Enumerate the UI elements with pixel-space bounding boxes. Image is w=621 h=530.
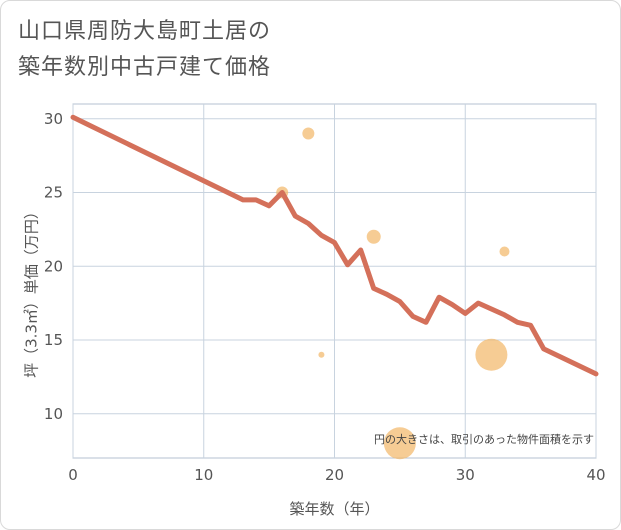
scatter-point: [499, 246, 510, 257]
scatter-point: [366, 229, 381, 244]
scatter-point: [318, 351, 325, 358]
y-tick-label: 30: [44, 110, 63, 128]
x-tick-label: 10: [194, 466, 213, 484]
scatter-point: [302, 127, 315, 140]
x-axis-label: 築年数（年）: [289, 500, 379, 518]
tick-labels: 0 10 20 30 40 10 15 20 25 30: [44, 110, 606, 484]
y-tick-label: 20: [44, 257, 63, 275]
x-tick-label: 0: [68, 466, 78, 484]
grid-lines: [72, 103, 597, 459]
y-tick-label: 25: [44, 184, 63, 202]
title-line-1: 山口県周防大島町土居の: [18, 19, 272, 44]
y-axis-label: 坪（3.3㎡）単価（万円）: [23, 204, 41, 378]
chart-title: 山口県周防大島町土居の 築年数別中古戸建て価格: [18, 14, 271, 86]
size-legend-note: 円の大きさは、取引のあった物件面積を示す: [374, 432, 594, 446]
title-line-2: 築年数別中古戸建て価格: [18, 55, 272, 80]
trend-line: [70, 114, 599, 377]
bubble-series: [276, 127, 510, 460]
trend-series: [70, 114, 599, 377]
scatter-point: [475, 338, 508, 371]
y-tick-label: 15: [44, 331, 63, 349]
x-tick-label: 30: [456, 466, 475, 484]
scatter-point: [383, 427, 416, 460]
x-tick-label: 40: [586, 466, 605, 484]
x-tick-label: 20: [325, 466, 344, 484]
y-tick-label: 10: [44, 405, 63, 423]
